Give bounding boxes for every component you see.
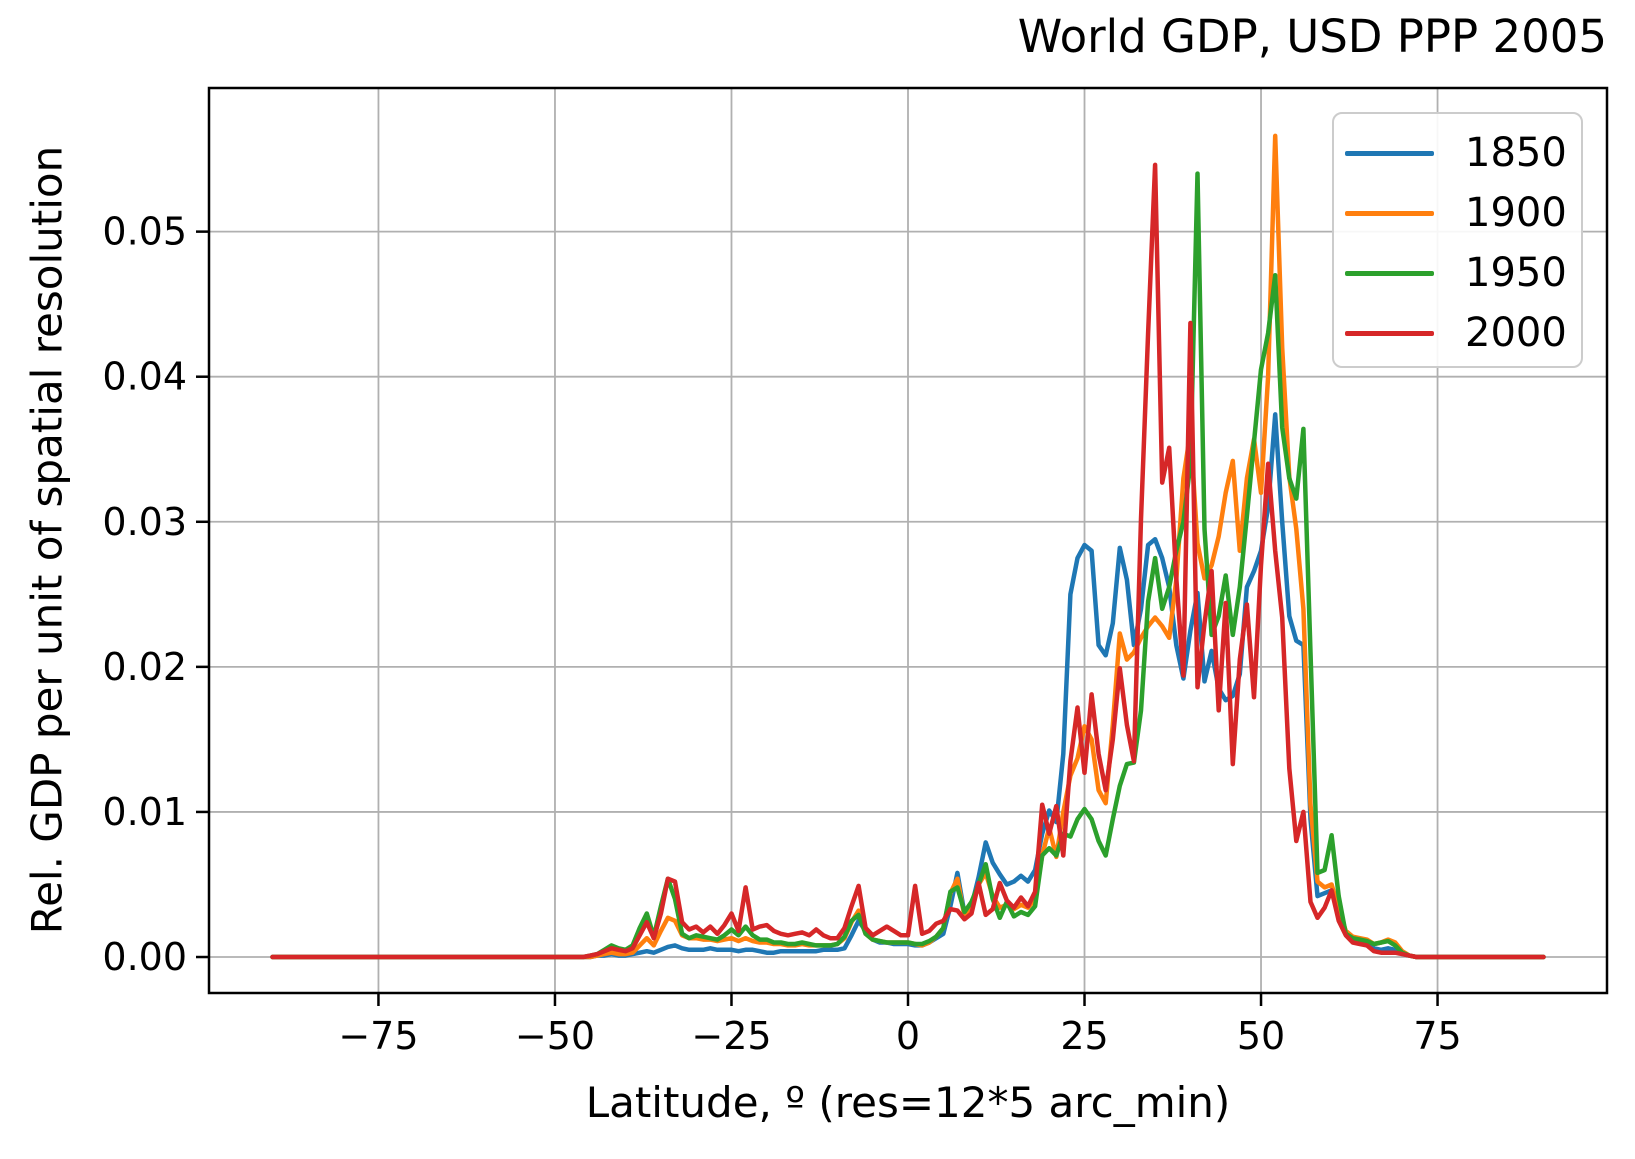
y-tick-label: 0.02 [102, 645, 187, 689]
legend-item-1900: 1900 [1334, 183, 1581, 243]
x-axis-label: Latitude, º (res=12*5 arc_min) [585, 1078, 1231, 1127]
legend-line-swatch-1900 [1345, 210, 1434, 216]
legend-label: 2000 [1465, 310, 1567, 356]
legend-item-1850: 1850 [1334, 123, 1581, 183]
x-tick-label: 0 [896, 1014, 920, 1058]
legend-line-swatch-1950 [1345, 270, 1434, 276]
legend-line-swatch-2000 [1345, 330, 1434, 336]
legend-label: 1850 [1465, 130, 1567, 176]
y-tick-label: 0.01 [102, 790, 187, 834]
legend-box: 1850 1900 1950 2000 [1332, 112, 1583, 368]
y-tick-label: 0.00 [102, 935, 187, 979]
x-tick-label: 25 [1060, 1014, 1108, 1058]
y-tick-label: 0.03 [102, 500, 187, 544]
legend-label: 1900 [1465, 190, 1567, 236]
y-tick-label: 0.05 [102, 210, 187, 254]
series-line-2000 [270, 162, 1546, 960]
y-tick-label: 0.04 [102, 355, 187, 399]
chart-title: World GDP, USD PPP 2005 [1017, 10, 1607, 63]
legend-line-swatch-1850 [1345, 150, 1434, 156]
y-axis-label: Rel. GDP per unit of spatial resolution [22, 145, 72, 935]
x-tick-label: −50 [515, 1014, 595, 1058]
x-tick-label: −75 [338, 1014, 418, 1058]
x-tick-label: 50 [1237, 1014, 1285, 1058]
legend-label: 1950 [1465, 250, 1567, 296]
x-tick-label: −25 [691, 1014, 771, 1058]
legend-item-1950: 1950 [1334, 243, 1581, 303]
legend-item-2000: 2000 [1334, 303, 1581, 363]
x-tick-label: 75 [1413, 1014, 1461, 1058]
